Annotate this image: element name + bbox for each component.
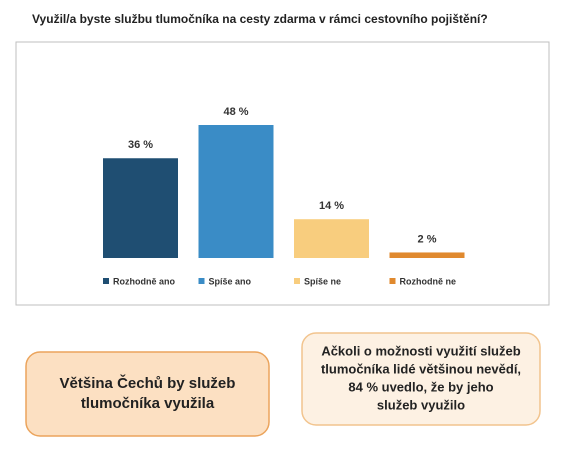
data-label: 36 % xyxy=(128,139,153,151)
legend-swatch xyxy=(198,278,205,284)
data-label: 48 % xyxy=(223,106,248,118)
callout-text: tlumočníka využila xyxy=(81,395,215,412)
chart-title: Využil/a byste službu tlumočníka na cest… xyxy=(32,12,488,26)
bar xyxy=(103,158,178,258)
legend-label: Rozhodně ne xyxy=(400,276,457,286)
bar xyxy=(198,125,274,258)
callout-box xyxy=(25,351,270,437)
bar xyxy=(294,219,369,258)
callout-text: služeb využilo xyxy=(377,397,465,412)
callout-box xyxy=(301,332,541,426)
callout-text: Ačkoli o možnosti využití služeb xyxy=(321,343,520,358)
legend-swatch xyxy=(294,278,300,284)
legend-swatch xyxy=(103,278,109,284)
data-label: 2 % xyxy=(418,233,437,245)
bar xyxy=(389,252,465,258)
legend-label: Spíše ano xyxy=(209,276,252,286)
legend-label: Spíše ne xyxy=(304,276,341,286)
callout-text: Většina Čechů by služeb xyxy=(60,374,236,392)
data-label: 14 % xyxy=(319,200,344,212)
callout-text: tlumočníka lidé většinou nevědí, xyxy=(321,361,521,376)
callout-text: 84 % uvedlo, že by jeho xyxy=(348,379,493,394)
legend-label: Rozhodně ano xyxy=(113,276,175,286)
legend-swatch xyxy=(389,278,396,284)
chart-frame xyxy=(15,41,550,306)
